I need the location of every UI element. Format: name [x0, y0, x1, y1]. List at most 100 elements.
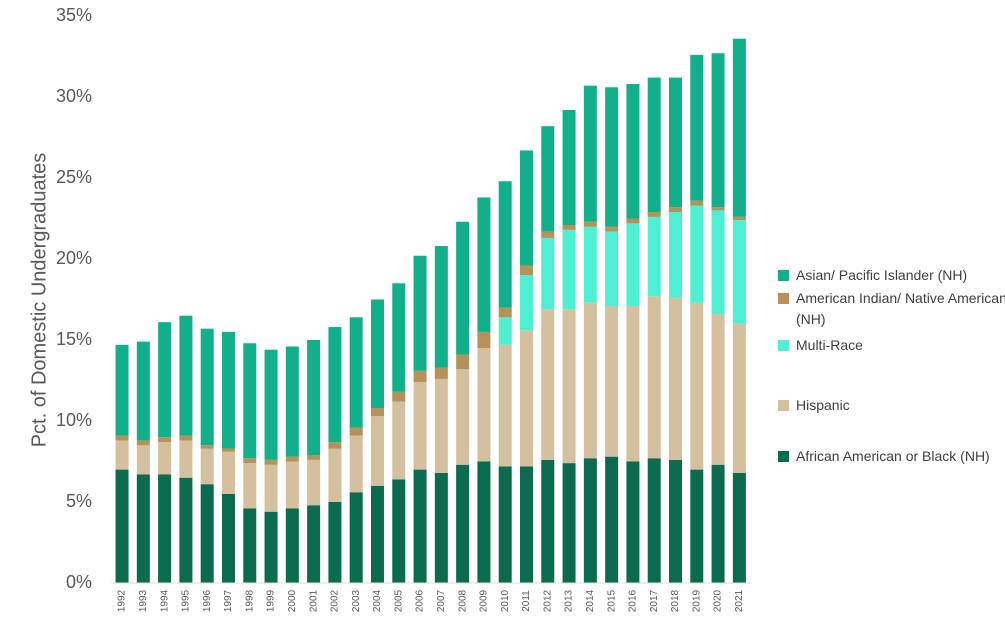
bar-segment — [498, 344, 512, 467]
bar-segment — [626, 223, 640, 306]
bar-segment — [328, 502, 342, 583]
bar-segment — [647, 296, 661, 459]
bar-segment — [136, 341, 150, 441]
bar-segment — [179, 440, 193, 478]
x-tick-label: 2021 — [734, 589, 745, 612]
bar-segment — [477, 461, 491, 583]
bar-segment — [158, 474, 172, 583]
x-tick-label: 2017 — [649, 589, 660, 612]
bar-segment — [200, 328, 214, 446]
x-tick-label: 1994 — [159, 589, 170, 612]
bar-segment — [519, 265, 533, 276]
bar-segment — [711, 207, 725, 211]
bar-segment — [647, 212, 661, 217]
bar-segment — [477, 197, 491, 332]
legend-label: American Indian/ Native American (NH) — [796, 290, 1005, 327]
legend-swatch — [778, 293, 789, 304]
bar-segment — [456, 369, 470, 465]
bar-segment — [136, 440, 150, 446]
legend-item: Hispanic — [778, 395, 1005, 416]
y-tick-label: 30% — [56, 86, 92, 106]
bar-segment — [221, 331, 235, 449]
x-tick-label: 2014 — [585, 589, 596, 612]
bar-segment — [370, 299, 384, 409]
bar-segment — [221, 448, 235, 452]
bar-segment — [413, 469, 427, 583]
bar-segment — [583, 221, 597, 227]
x-tick-label: 2005 — [393, 589, 404, 612]
bar-segment — [626, 461, 640, 583]
bar-segment — [264, 464, 278, 512]
bar-segment — [370, 416, 384, 486]
x-tick-label: 1997 — [223, 589, 234, 612]
bar-segment — [456, 354, 470, 370]
bar-segment — [690, 302, 704, 470]
bar-segment — [711, 314, 725, 465]
bar-segment — [605, 231, 619, 306]
bar-segment — [243, 508, 257, 583]
bar-segment — [243, 343, 257, 459]
bar-segment — [583, 85, 597, 222]
bar-segment — [392, 391, 406, 402]
legend-swatch — [778, 451, 789, 462]
bar-segment — [434, 246, 448, 368]
bar-segment — [583, 226, 597, 303]
x-tick-label: 2003 — [351, 589, 362, 612]
x-tick-label: 2016 — [628, 589, 639, 612]
bar-segment — [158, 442, 172, 475]
bar-segment — [179, 315, 193, 436]
bar-segment — [562, 224, 576, 230]
bar-segment — [370, 485, 384, 583]
bar-segment — [413, 370, 427, 383]
x-tick-label: 2001 — [308, 589, 319, 612]
bar-segment — [307, 505, 321, 583]
bar-segment — [221, 493, 235, 583]
bar-segment — [285, 346, 299, 457]
bar-segment — [307, 340, 321, 456]
bar-segment — [413, 382, 427, 470]
legend-item: American Indian/ Native American (NH) — [778, 288, 1005, 330]
bar-segment — [349, 427, 363, 436]
y-axis-label: Pct. of Domestic Undergraduates — [28, 153, 50, 448]
bar-segment — [647, 216, 661, 297]
bar-segment — [519, 150, 533, 266]
bar-segment — [264, 459, 278, 465]
x-tick-label: 2004 — [372, 589, 383, 612]
bar-segment — [456, 464, 470, 583]
legend-swatch — [778, 340, 789, 351]
bar-segment — [583, 302, 597, 459]
bar-segment — [243, 463, 257, 509]
bar-segment — [498, 181, 512, 308]
x-tick-label: 2006 — [415, 589, 426, 612]
bar-segment — [668, 212, 682, 298]
x-tick-label: 2002 — [330, 589, 341, 612]
bar-segment — [434, 472, 448, 583]
bar-segment — [477, 348, 491, 462]
legend-item: Multi-Race — [778, 335, 1005, 356]
bar-segment — [136, 445, 150, 475]
bar-segment — [392, 479, 406, 583]
legend-label: African American or Black (NH) — [796, 448, 990, 464]
x-tick-label: 2011 — [521, 590, 532, 612]
bar-segment — [605, 456, 619, 583]
bar-segment — [605, 305, 619, 457]
x-tick-label: 1999 — [266, 589, 277, 612]
bar-segment — [562, 309, 576, 464]
bar-segment — [519, 330, 533, 467]
x-tick-label: 2010 — [500, 589, 511, 612]
bar-segment — [285, 461, 299, 509]
x-tick-label: 1998 — [244, 589, 255, 612]
bar-segment — [158, 322, 172, 438]
bar-segment — [541, 237, 555, 310]
bar-segment — [562, 229, 576, 310]
y-tick-label: 15% — [56, 329, 92, 349]
legend-item: African American or Black (NH) — [778, 446, 1005, 467]
legend-label: Multi-Race — [796, 337, 863, 353]
bar-segment — [115, 435, 129, 441]
bar-segment — [158, 437, 172, 443]
bar-segment — [605, 87, 619, 227]
bar-segment — [541, 309, 555, 460]
x-tick-label: 2013 — [564, 589, 575, 612]
x-tick-label: 1992 — [117, 589, 128, 612]
